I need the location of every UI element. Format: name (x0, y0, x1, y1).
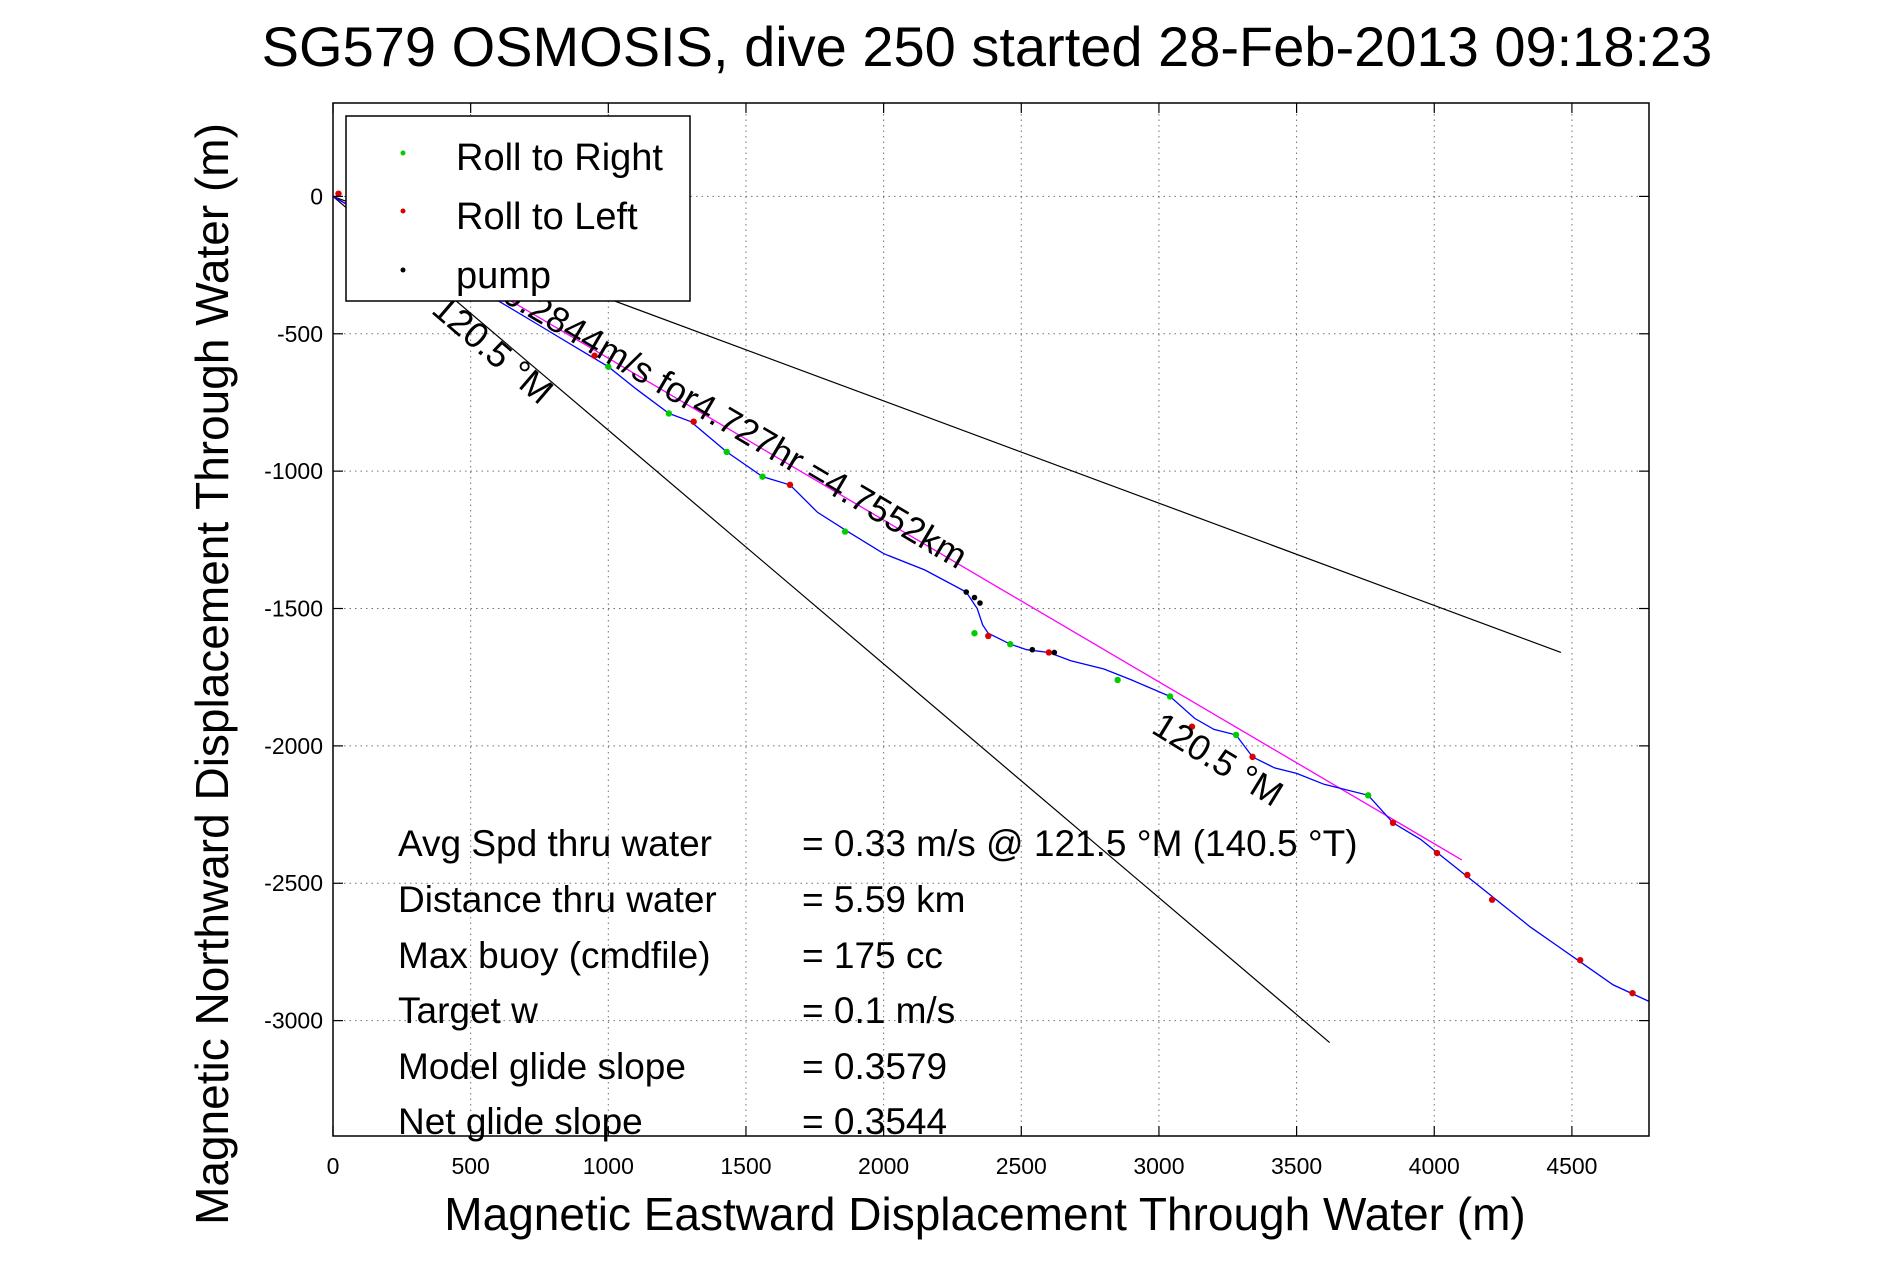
roll-left-marker (591, 352, 598, 359)
x-tick-label: 3000 (1133, 1153, 1184, 1179)
stat-value: = 175 cc (802, 935, 943, 976)
y-tick-label: -1000 (264, 458, 323, 484)
stat-label: Max buoy (cmdfile) (398, 935, 711, 976)
stat-value: = 0.33 m/s @ 121.5 °M (140.5 °T) (802, 823, 1358, 864)
stat-value: = 0.1 m/s (802, 990, 955, 1031)
dive-track (332, 195, 1650, 1002)
roll-left-marker (1464, 871, 1471, 879)
stat-value: = 0.3579 (802, 1046, 947, 1087)
roll-left-marker (335, 190, 342, 197)
roll-right-marker (1007, 641, 1014, 648)
plot-frame (332, 102, 1650, 1137)
legend-label-pump: pump (456, 255, 551, 297)
roll-right-marker (759, 473, 766, 480)
y-tick-label: -500 (277, 321, 323, 347)
x-tick-label: 1000 (583, 1153, 634, 1179)
roll-left-marker (1433, 849, 1441, 857)
y-tick-label: 0 (310, 183, 323, 209)
pump-marker (977, 600, 983, 606)
stat-value: = 5.59 km (802, 879, 966, 920)
stat-label: Target w (398, 990, 538, 1031)
stat-label: Model glide slope (398, 1046, 686, 1087)
x-tick-label: 2500 (996, 1153, 1047, 1179)
chart-title: SG579 OSMOSIS, dive 250 started 28-Feb-2… (262, 15, 1713, 78)
roll-left-marker (1576, 956, 1584, 964)
legend-label-roll-right: Roll to Right (456, 137, 663, 179)
ticks: 0 500 1000 1500 2000 2500 3000 3500 4000 4500 0 -50… (264, 103, 1649, 1179)
legend-marker-roll-right (400, 150, 406, 156)
roll-right-marker (605, 363, 612, 370)
roll-left-marker (1629, 989, 1636, 997)
markers (335, 190, 1636, 997)
roll-left-marker (985, 632, 992, 640)
roll-right-marker (1232, 731, 1240, 739)
legend-label-roll-left: Roll to Left (456, 196, 638, 238)
legend-marker-roll-left (400, 208, 406, 214)
stats-block: Avg Spd thru water = 0.33 m/s @ 121.5 °M… (398, 823, 1358, 1142)
stat-label: Distance thru water (398, 879, 717, 920)
roll-left-marker (1488, 896, 1496, 903)
legend-marker-pump (400, 267, 406, 273)
pump-marker (971, 594, 978, 601)
y-tick-label: -2500 (264, 870, 323, 896)
x-tick-label: 4000 (1409, 1153, 1460, 1179)
x-tick-label: 3500 (1271, 1153, 1322, 1179)
y-tick-label: -1500 (264, 596, 323, 622)
envelope-line-lower (332, 195, 1331, 1044)
legend: Roll to Right Roll to Left pump (345, 115, 691, 302)
average-heading-line (332, 195, 1463, 861)
average-line (332, 195, 1463, 861)
roll-right-marker (1364, 792, 1372, 799)
roll-left-marker (1045, 649, 1053, 656)
track-line (332, 195, 1650, 1002)
stat-label: Avg Spd thru water (398, 823, 712, 864)
x-tick-label: 2000 (858, 1153, 909, 1179)
roll-right-marker (841, 528, 849, 535)
roll-right-marker (665, 410, 673, 417)
roll-right-marker (723, 448, 730, 456)
pump-marker (1029, 646, 1036, 653)
stat-label: Net glide slope (398, 1101, 643, 1142)
roll-left-marker (690, 418, 697, 425)
roll-left-marker (786, 481, 794, 489)
x-tick-label: 500 (451, 1153, 489, 1179)
x-axis-label: Magnetic Eastward Displacement Through W… (444, 1188, 1525, 1240)
roll-right-marker (1114, 676, 1121, 684)
roll-left-marker (1188, 723, 1196, 730)
roll-left-marker (1249, 753, 1256, 761)
y-tick-label: -3000 (264, 1008, 323, 1034)
pump-marker (1051, 649, 1058, 656)
pump-marker (963, 589, 970, 595)
y-tick-label: -2000 (264, 733, 323, 759)
x-tick-label: 1500 (720, 1153, 771, 1179)
x-tick-label: 0 (327, 1153, 340, 1179)
y-axis-label: Magnetic Northward Displacement Through … (186, 123, 238, 1225)
roll-right-marker (971, 630, 978, 637)
roll-right-marker (1166, 693, 1174, 700)
roll-left-marker (1389, 819, 1397, 827)
x-tick-label: 4500 (1546, 1153, 1597, 1179)
stat-value: = 0.3544 (802, 1101, 947, 1142)
